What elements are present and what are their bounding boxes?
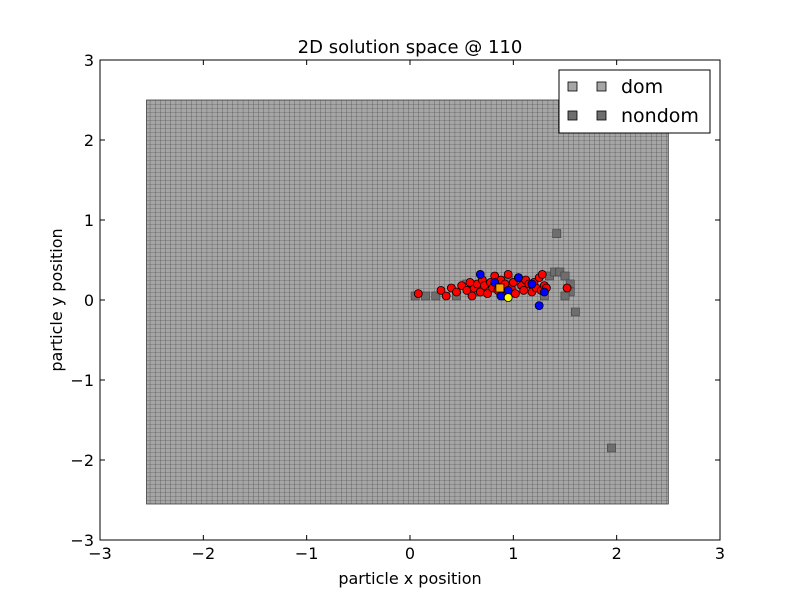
- particle-point: [475, 269, 485, 279]
- x-tick-label: 3: [715, 544, 725, 563]
- y-tick-label: 0: [84, 291, 94, 310]
- plot-layer: [146, 99, 669, 505]
- y-tick-label: −2: [70, 451, 94, 470]
- legend-dom-marker-1: [567, 81, 578, 92]
- particle-point: [441, 291, 451, 301]
- particle-point: [413, 289, 423, 299]
- nondom-cell: [607, 443, 616, 453]
- particle-point: [465, 277, 475, 287]
- legend: dom nondom: [558, 69, 711, 134]
- x-tick-label: 0: [405, 544, 415, 563]
- legend-dom-marker-2: [596, 81, 607, 92]
- x-axis: −3 −2 −1 0 1 2 3: [88, 60, 725, 563]
- particle-point: [519, 285, 529, 295]
- x-tick-label: −3: [88, 544, 112, 563]
- x-axis-label: particle x position: [338, 569, 481, 588]
- legend-dom-label: dom: [621, 76, 663, 98]
- y-tick-label: −1: [70, 371, 94, 390]
- legend-box: [558, 69, 711, 134]
- nondom-cell: [552, 229, 562, 238]
- y-tick-label: 1: [84, 211, 94, 230]
- y-tick-label: 2: [84, 131, 94, 150]
- y-tick-label: −3: [70, 531, 94, 550]
- particle-point: [539, 287, 549, 297]
- dom-region: [146, 99, 669, 505]
- nondom-cell: [570, 307, 580, 317]
- x-tick-label: 2: [612, 544, 622, 563]
- x-tick-label: −2: [192, 544, 216, 563]
- nondom-cell: [560, 271, 570, 281]
- chart-title: 2D solution space @ 110: [298, 37, 523, 58]
- x-tick-label: 1: [508, 544, 518, 563]
- y-axis: −3 −2 −1 0 1 2 3: [70, 51, 720, 550]
- particle-point: [511, 289, 520, 299]
- nondom-cell: [431, 291, 441, 301]
- particle-point: [452, 287, 461, 297]
- legend-nondom-marker-1: [567, 110, 578, 121]
- particle-point: [537, 269, 547, 279]
- x-tick-label: −1: [295, 544, 319, 563]
- particle-point: [514, 273, 523, 283]
- nondom-cell: [560, 291, 570, 301]
- particle-point: [495, 283, 505, 293]
- y-tick-label: 3: [84, 51, 94, 70]
- particle-point: [534, 301, 544, 311]
- particle-point: [562, 283, 572, 293]
- particle-point: [503, 293, 513, 303]
- particle-point: [483, 289, 492, 299]
- particle-point: [503, 269, 513, 279]
- legend-nondom-label: nondom: [621, 105, 699, 127]
- particle-point: [503, 285, 513, 295]
- particle-point: [436, 285, 446, 295]
- particle-point: [527, 279, 537, 289]
- y-axis-label: particle y position: [47, 228, 66, 371]
- legend-nondom-marker-2: [596, 110, 607, 121]
- particle-point: [496, 291, 506, 301]
- particle-point: [467, 291, 477, 301]
